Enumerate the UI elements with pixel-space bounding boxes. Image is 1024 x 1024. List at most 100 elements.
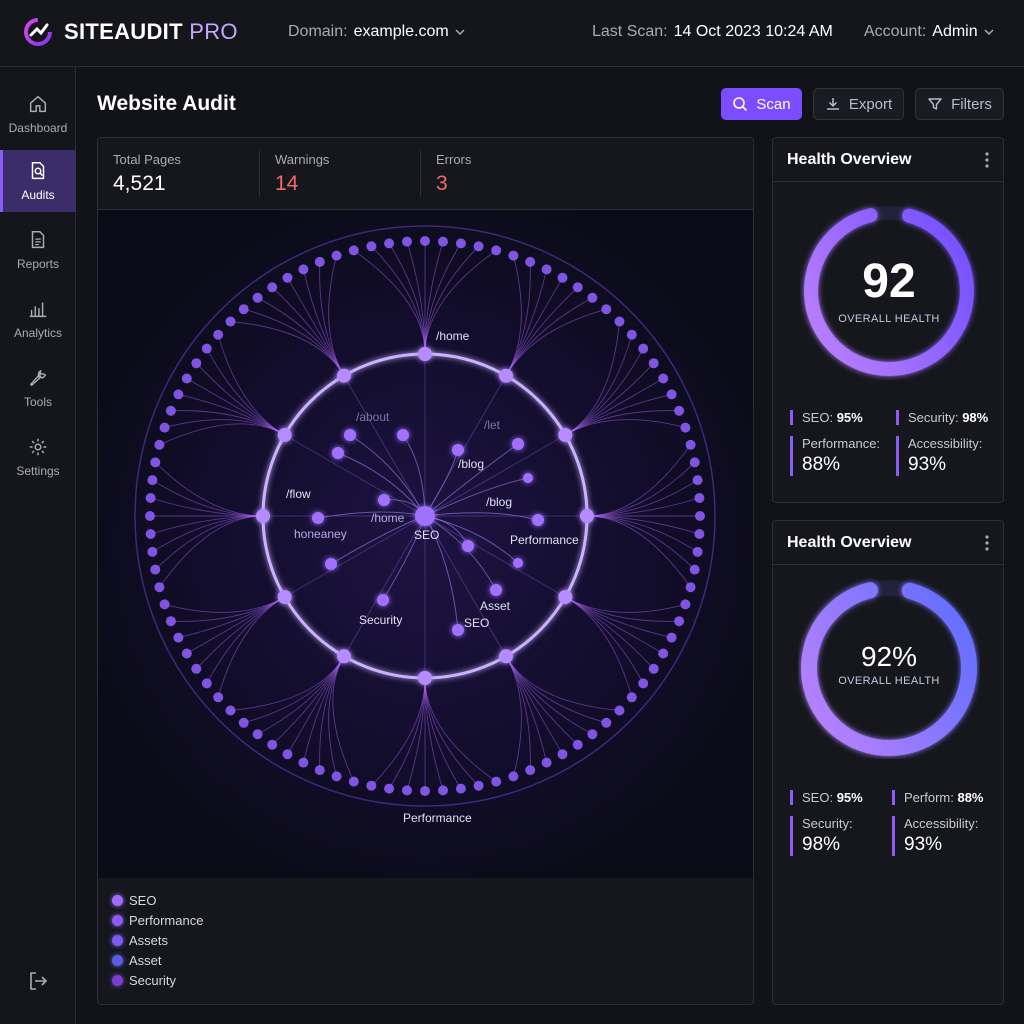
sidebar-item-tools[interactable]: Tools (0, 357, 76, 419)
node-label: /home (371, 511, 405, 525)
domain-selector[interactable]: Domain: example.com (288, 23, 465, 41)
site-map-graph[interactable]: /home /about /let /blog /flow /home /blo… (98, 210, 754, 878)
brand[interactable]: SITEAUDIT PRO (22, 16, 238, 48)
gear-icon (29, 438, 47, 456)
site-map-panel: Total Pages 4,521 Warnings 14 Errors 3 (97, 137, 754, 1005)
metric-performance: Perform: 88% (892, 790, 984, 805)
graph-nodes (145, 236, 705, 796)
link-line (505, 277, 563, 376)
more-options-icon[interactable] (985, 534, 989, 552)
page-node (587, 292, 598, 303)
account-value: Admin (932, 23, 978, 40)
page-node (626, 692, 637, 703)
link-line (159, 423, 285, 446)
link-line (565, 334, 633, 436)
inner-node (377, 594, 389, 606)
last-scan-value: 14 Oct 2023 10:24 AM (673, 23, 833, 40)
link-lines (150, 241, 700, 791)
page-node (282, 272, 293, 283)
divider (259, 151, 260, 197)
gauge-ring (801, 580, 977, 756)
sidebar-item-label: Settings (16, 464, 60, 478)
brand-name: SITEAUDIT PRO (64, 19, 238, 45)
page-node (572, 282, 583, 293)
page-node (614, 316, 625, 327)
page-node (225, 316, 236, 327)
link-line (343, 515, 426, 657)
health-overview-card: Health Overview 92 OVERALL HEALTH SEO: 9… (772, 137, 1004, 503)
link-line (505, 656, 548, 763)
page-node (689, 457, 700, 468)
metric-value: 88% (957, 790, 984, 805)
link-line (406, 241, 426, 355)
page-node (154, 582, 165, 593)
link-line (186, 378, 285, 436)
legend-dot (112, 934, 123, 946)
sidebar-item-dashboard[interactable]: Dashboard (0, 83, 76, 145)
link-line (178, 596, 285, 639)
metric-seo: SEO: 95% (790, 410, 863, 425)
link-line (424, 515, 519, 564)
page-node (384, 783, 395, 794)
export-button[interactable]: Export (813, 88, 904, 120)
legend-item-seo[interactable]: SEO (112, 890, 203, 910)
more-options-icon[interactable] (985, 151, 989, 169)
page-node (147, 546, 158, 557)
legend-item-performance[interactable]: Performance (112, 910, 203, 930)
page-node (366, 241, 377, 252)
sidebar-item-audits[interactable]: Audits (0, 150, 76, 212)
legend-item-asset[interactable]: Asset (112, 950, 203, 970)
hub-node (418, 671, 432, 685)
page-node (648, 358, 659, 369)
link-line (371, 245, 426, 355)
sidebar-item-settings[interactable]: Settings (0, 426, 76, 488)
page-node (252, 729, 263, 740)
link-line (565, 596, 672, 639)
link-line (424, 241, 444, 355)
page-node (525, 765, 536, 776)
sidebar-item-reports[interactable]: Reports (0, 219, 76, 281)
page-node (181, 648, 192, 659)
filters-button[interactable]: Filters (915, 88, 1004, 120)
link-line (586, 515, 691, 588)
metric-label: Security: (802, 816, 853, 831)
stat-value: 4,521 (113, 172, 166, 195)
page-node (181, 373, 192, 384)
legend-item-assets[interactable]: Assets (112, 930, 203, 950)
page-node (420, 236, 430, 246)
page-node (508, 771, 519, 782)
link-line (337, 452, 426, 517)
legend-item-security[interactable]: Security (112, 970, 203, 990)
link-line (505, 308, 607, 376)
link-line (424, 677, 479, 787)
page-node (402, 236, 412, 247)
page-node (384, 238, 395, 249)
metric-value: 93% (904, 834, 943, 855)
link-line (586, 515, 700, 535)
link-line (565, 321, 620, 436)
hub-node (558, 590, 573, 604)
page-node (666, 632, 677, 643)
logout-icon[interactable] (27, 970, 49, 992)
metric-value: 93% (908, 454, 947, 475)
page-node (331, 250, 342, 261)
link-line (164, 419, 285, 436)
page-node (314, 256, 325, 267)
hub-node (256, 509, 270, 523)
link-line (424, 515, 507, 657)
sidebar-item-analytics[interactable]: Analytics (0, 288, 76, 350)
link-line (424, 443, 519, 517)
link-line (565, 419, 686, 436)
page-title: Website Audit (97, 92, 236, 115)
link-line (424, 677, 444, 791)
page-node (191, 358, 202, 369)
link-line (230, 656, 345, 711)
page-node (201, 678, 212, 689)
account-menu[interactable]: Account: Admin (864, 23, 994, 41)
stat-label: Errors (436, 152, 472, 167)
page-node (572, 739, 583, 750)
site-map-visualization[interactable]: /home /about /let /blog /flow /home /blo… (98, 210, 754, 878)
scan-button[interactable]: Scan (721, 88, 802, 120)
inner-node (332, 447, 344, 459)
page-node (314, 765, 325, 776)
